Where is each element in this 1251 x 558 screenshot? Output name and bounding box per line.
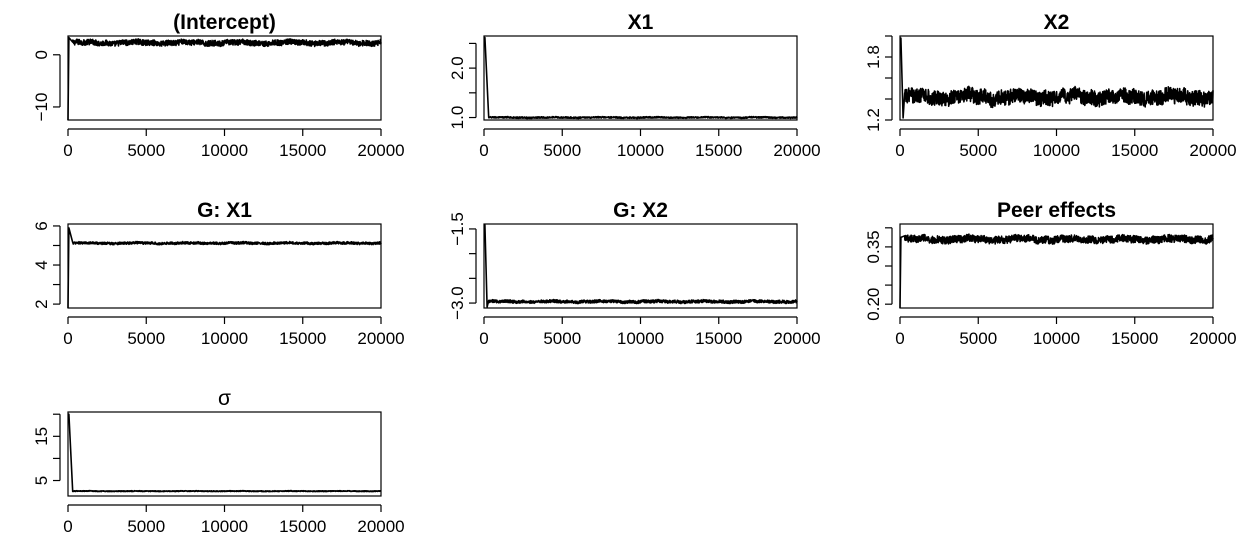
x-tick-label: 15000: [695, 141, 742, 160]
x-tick-label: 10000: [201, 329, 248, 348]
panel-title: σ: [218, 387, 231, 410]
x-tick-label: 15000: [279, 329, 326, 348]
plot-frame: [67, 411, 382, 497]
panel-title: X2: [1044, 11, 1070, 34]
x-tick-label: 0: [479, 141, 488, 160]
x-tick-label: 0: [63, 329, 72, 348]
mcmc-trace-line: [67, 36, 382, 121]
x-tick-label: 10000: [201, 141, 248, 160]
x-tick-label: 15000: [695, 329, 742, 348]
y-tick-label: 2.0: [448, 56, 467, 80]
y-tick-label: −10: [32, 93, 51, 122]
x-tick-label: 0: [895, 141, 904, 160]
y-tick-label: 1.2: [864, 108, 883, 132]
trace-panel-2: X1 0 5000 10000 15000 20000 1.0 2.0: [448, 11, 821, 160]
y-tick-label: 0.20: [864, 288, 883, 321]
trace-panel-6: Peer effects 0 5000 10000 15000 20000 0.20 0.35: [864, 199, 1237, 348]
x-tick-label: 5000: [127, 141, 165, 160]
x-tick-label: 15000: [279, 517, 326, 536]
x-tick-label: 20000: [357, 517, 404, 536]
x-tick-label: 5000: [127, 329, 165, 348]
x-tick-label: 5000: [543, 141, 581, 160]
y-tick-label: 2: [32, 299, 51, 308]
x-tick-label: 15000: [1111, 141, 1158, 160]
panel-title: (Intercept): [173, 11, 276, 34]
plot-frame: [483, 223, 798, 309]
trace-panel-5: G: X2 0 5000 10000 15000 20000 −3.0 −1.5: [448, 199, 821, 348]
y-tick-label: 1.0: [448, 106, 467, 130]
x-tick-label: 15000: [1111, 329, 1158, 348]
mcmc-trace-line: [900, 37, 1214, 119]
x-tick-label: 20000: [1189, 329, 1236, 348]
y-tick-label: −1.5: [448, 212, 467, 246]
y-tick-label: −3.0: [448, 286, 467, 320]
x-tick-label: 5000: [959, 329, 997, 348]
x-tick-label: 0: [895, 329, 904, 348]
x-tick-label: 5000: [127, 517, 165, 536]
trace-panel-3: X2 0 5000 10000 15000 20000 1.2 1.8: [864, 11, 1237, 160]
mcmc-trace-line: [484, 224, 798, 308]
x-tick-label: 10000: [1033, 141, 1080, 160]
plot-frame: [67, 223, 382, 309]
plot-frame: [483, 35, 798, 121]
mcmc-trace-line: [68, 413, 382, 493]
x-tick-label: 20000: [773, 329, 820, 348]
y-tick-label: 6: [32, 221, 51, 230]
plot-frame: [67, 35, 382, 121]
x-tick-label: 20000: [773, 141, 820, 160]
x-tick-label: 0: [63, 517, 72, 536]
y-tick-label: 4: [32, 260, 51, 269]
trace-panel-1: (Intercept) 0 5000 10000 15000 20000 −10 0: [32, 11, 405, 160]
mcmc-trace-line: [67, 227, 382, 309]
panel-title: G: X1: [197, 199, 252, 222]
mcmc-trace-line: [484, 36, 798, 120]
x-tick-label: 20000: [357, 329, 404, 348]
x-tick-label: 20000: [357, 141, 404, 160]
x-tick-label: 10000: [617, 141, 664, 160]
panel-title: Peer effects: [997, 199, 1116, 222]
x-tick-label: 10000: [201, 517, 248, 536]
x-tick-label: 10000: [617, 329, 664, 348]
plot-frame: [899, 35, 1214, 121]
panel-title: G: X2: [613, 199, 668, 222]
trace-panel-4: G: X1 0 5000 10000 15000 20000 2 4 6: [32, 199, 405, 348]
y-tick-label: 0: [32, 50, 51, 59]
y-tick-label: 1.8: [864, 45, 883, 69]
x-tick-label: 10000: [1033, 329, 1080, 348]
x-tick-label: 5000: [959, 141, 997, 160]
x-tick-label: 5000: [543, 329, 581, 348]
x-tick-label: 20000: [1189, 141, 1236, 160]
panel-title: X1: [628, 11, 654, 34]
y-tick-label: 15: [32, 427, 51, 446]
x-tick-label: 0: [479, 329, 488, 348]
trace-panel-7: σ 0 5000 10000 15000 20000 5 15: [32, 387, 405, 536]
x-tick-label: 15000: [279, 141, 326, 160]
y-tick-label: 0.35: [864, 230, 883, 263]
x-tick-label: 0: [63, 141, 72, 160]
mcmc-trace-line: [899, 233, 1214, 309]
y-tick-label: 5: [32, 476, 51, 485]
